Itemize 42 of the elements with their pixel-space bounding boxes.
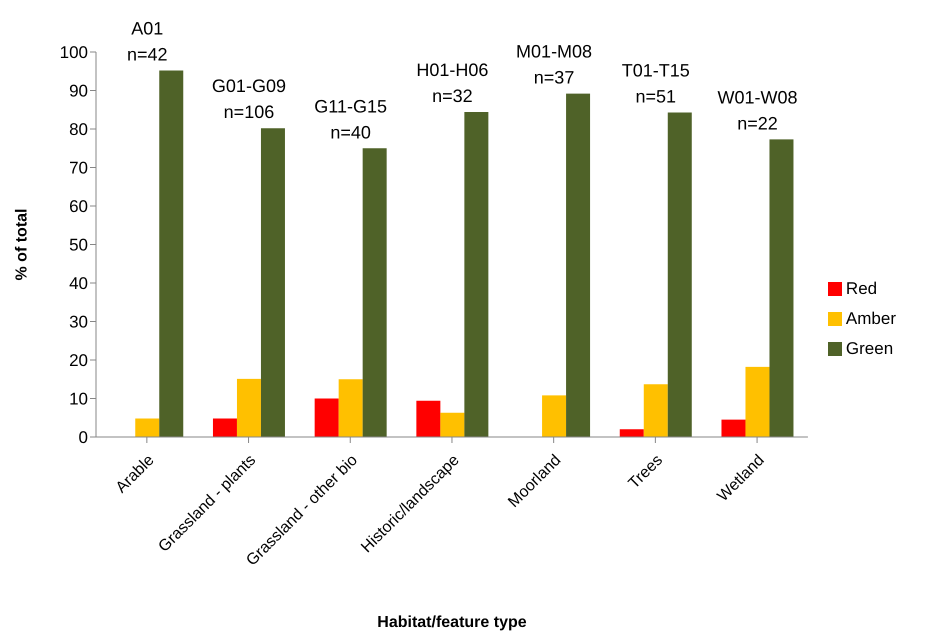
bar bbox=[769, 139, 794, 437]
annotation: H01-H06 n=32 bbox=[416, 60, 488, 106]
annotation: G11-G15 n=40 bbox=[314, 96, 388, 142]
bar bbox=[721, 420, 746, 437]
bar bbox=[464, 112, 488, 437]
bar bbox=[314, 398, 339, 437]
legend-label: Red bbox=[846, 278, 878, 298]
bar bbox=[542, 395, 566, 437]
y-tick-label: 50 bbox=[69, 236, 88, 255]
y-tick-label: 80 bbox=[69, 120, 88, 140]
x-axis-title: Habitat/feature type bbox=[377, 614, 527, 631]
annotation: T01-T15 n=51 bbox=[622, 60, 690, 106]
annotation: W01-W08 n=22 bbox=[717, 87, 798, 134]
bar bbox=[440, 412, 464, 437]
bar bbox=[159, 70, 184, 437]
bar bbox=[212, 418, 237, 437]
y-tick-label: 30 bbox=[69, 312, 88, 332]
y-tick-label: 100 bbox=[60, 43, 88, 62]
y-tick-label: 0 bbox=[78, 428, 88, 448]
y-tick-label: 70 bbox=[69, 158, 88, 178]
y-axis-title: % of total bbox=[14, 208, 31, 280]
y-tick-label: 60 bbox=[69, 197, 88, 216]
bar bbox=[745, 366, 770, 437]
bar bbox=[620, 429, 644, 437]
y-tick-label: 90 bbox=[69, 82, 88, 101]
legend-label: Amber bbox=[846, 308, 896, 328]
bar bbox=[416, 400, 440, 437]
annotation: M01-M08 n=37 bbox=[516, 42, 592, 88]
bar bbox=[260, 128, 285, 437]
bar bbox=[236, 378, 261, 437]
bar bbox=[644, 384, 668, 437]
y-tick-label: 40 bbox=[69, 274, 88, 294]
y-tick-label: 20 bbox=[69, 351, 88, 370]
annotation: G01-G09 n=106 bbox=[212, 76, 286, 122]
legend-label: Green bbox=[846, 338, 894, 358]
annotation: A01 n=42 bbox=[126, 18, 168, 64]
y-tick-label: 10 bbox=[69, 390, 88, 409]
bar bbox=[668, 112, 692, 437]
bar bbox=[135, 418, 160, 437]
bar bbox=[566, 94, 590, 437]
bar bbox=[362, 148, 387, 437]
bar bbox=[338, 379, 363, 437]
